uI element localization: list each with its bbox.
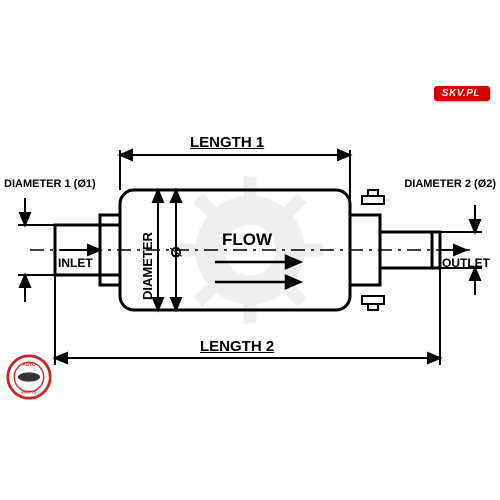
diagram-canvas: LENGTH 1 LENGTH 2 DIAMETER 1 (Ø1) DIAMET…	[0, 0, 500, 500]
length2-label: LENGTH 2	[200, 338, 274, 355]
svg-text:PARTS: PARTS	[21, 390, 36, 395]
pump-drawing	[0, 0, 500, 500]
seal-badge-icon: AUTO PARTS	[6, 354, 52, 400]
svg-text:AUTO: AUTO	[23, 362, 36, 367]
length1-label: LENGTH 1	[190, 134, 264, 151]
diameter-symbol-label: Ø	[168, 246, 185, 258]
brand-badge: SKV.PL	[434, 86, 490, 101]
diameter-label: DIAMETER	[140, 232, 155, 300]
diameter1-label: DIAMETER 1 (Ø1)	[4, 178, 96, 190]
outlet-label: OUTLET	[442, 256, 490, 270]
diameter2-label: DIAMETER 2 (Ø2)	[404, 178, 496, 190]
flow-label: FLOW	[222, 230, 272, 250]
inlet-label: INLET	[58, 256, 93, 270]
